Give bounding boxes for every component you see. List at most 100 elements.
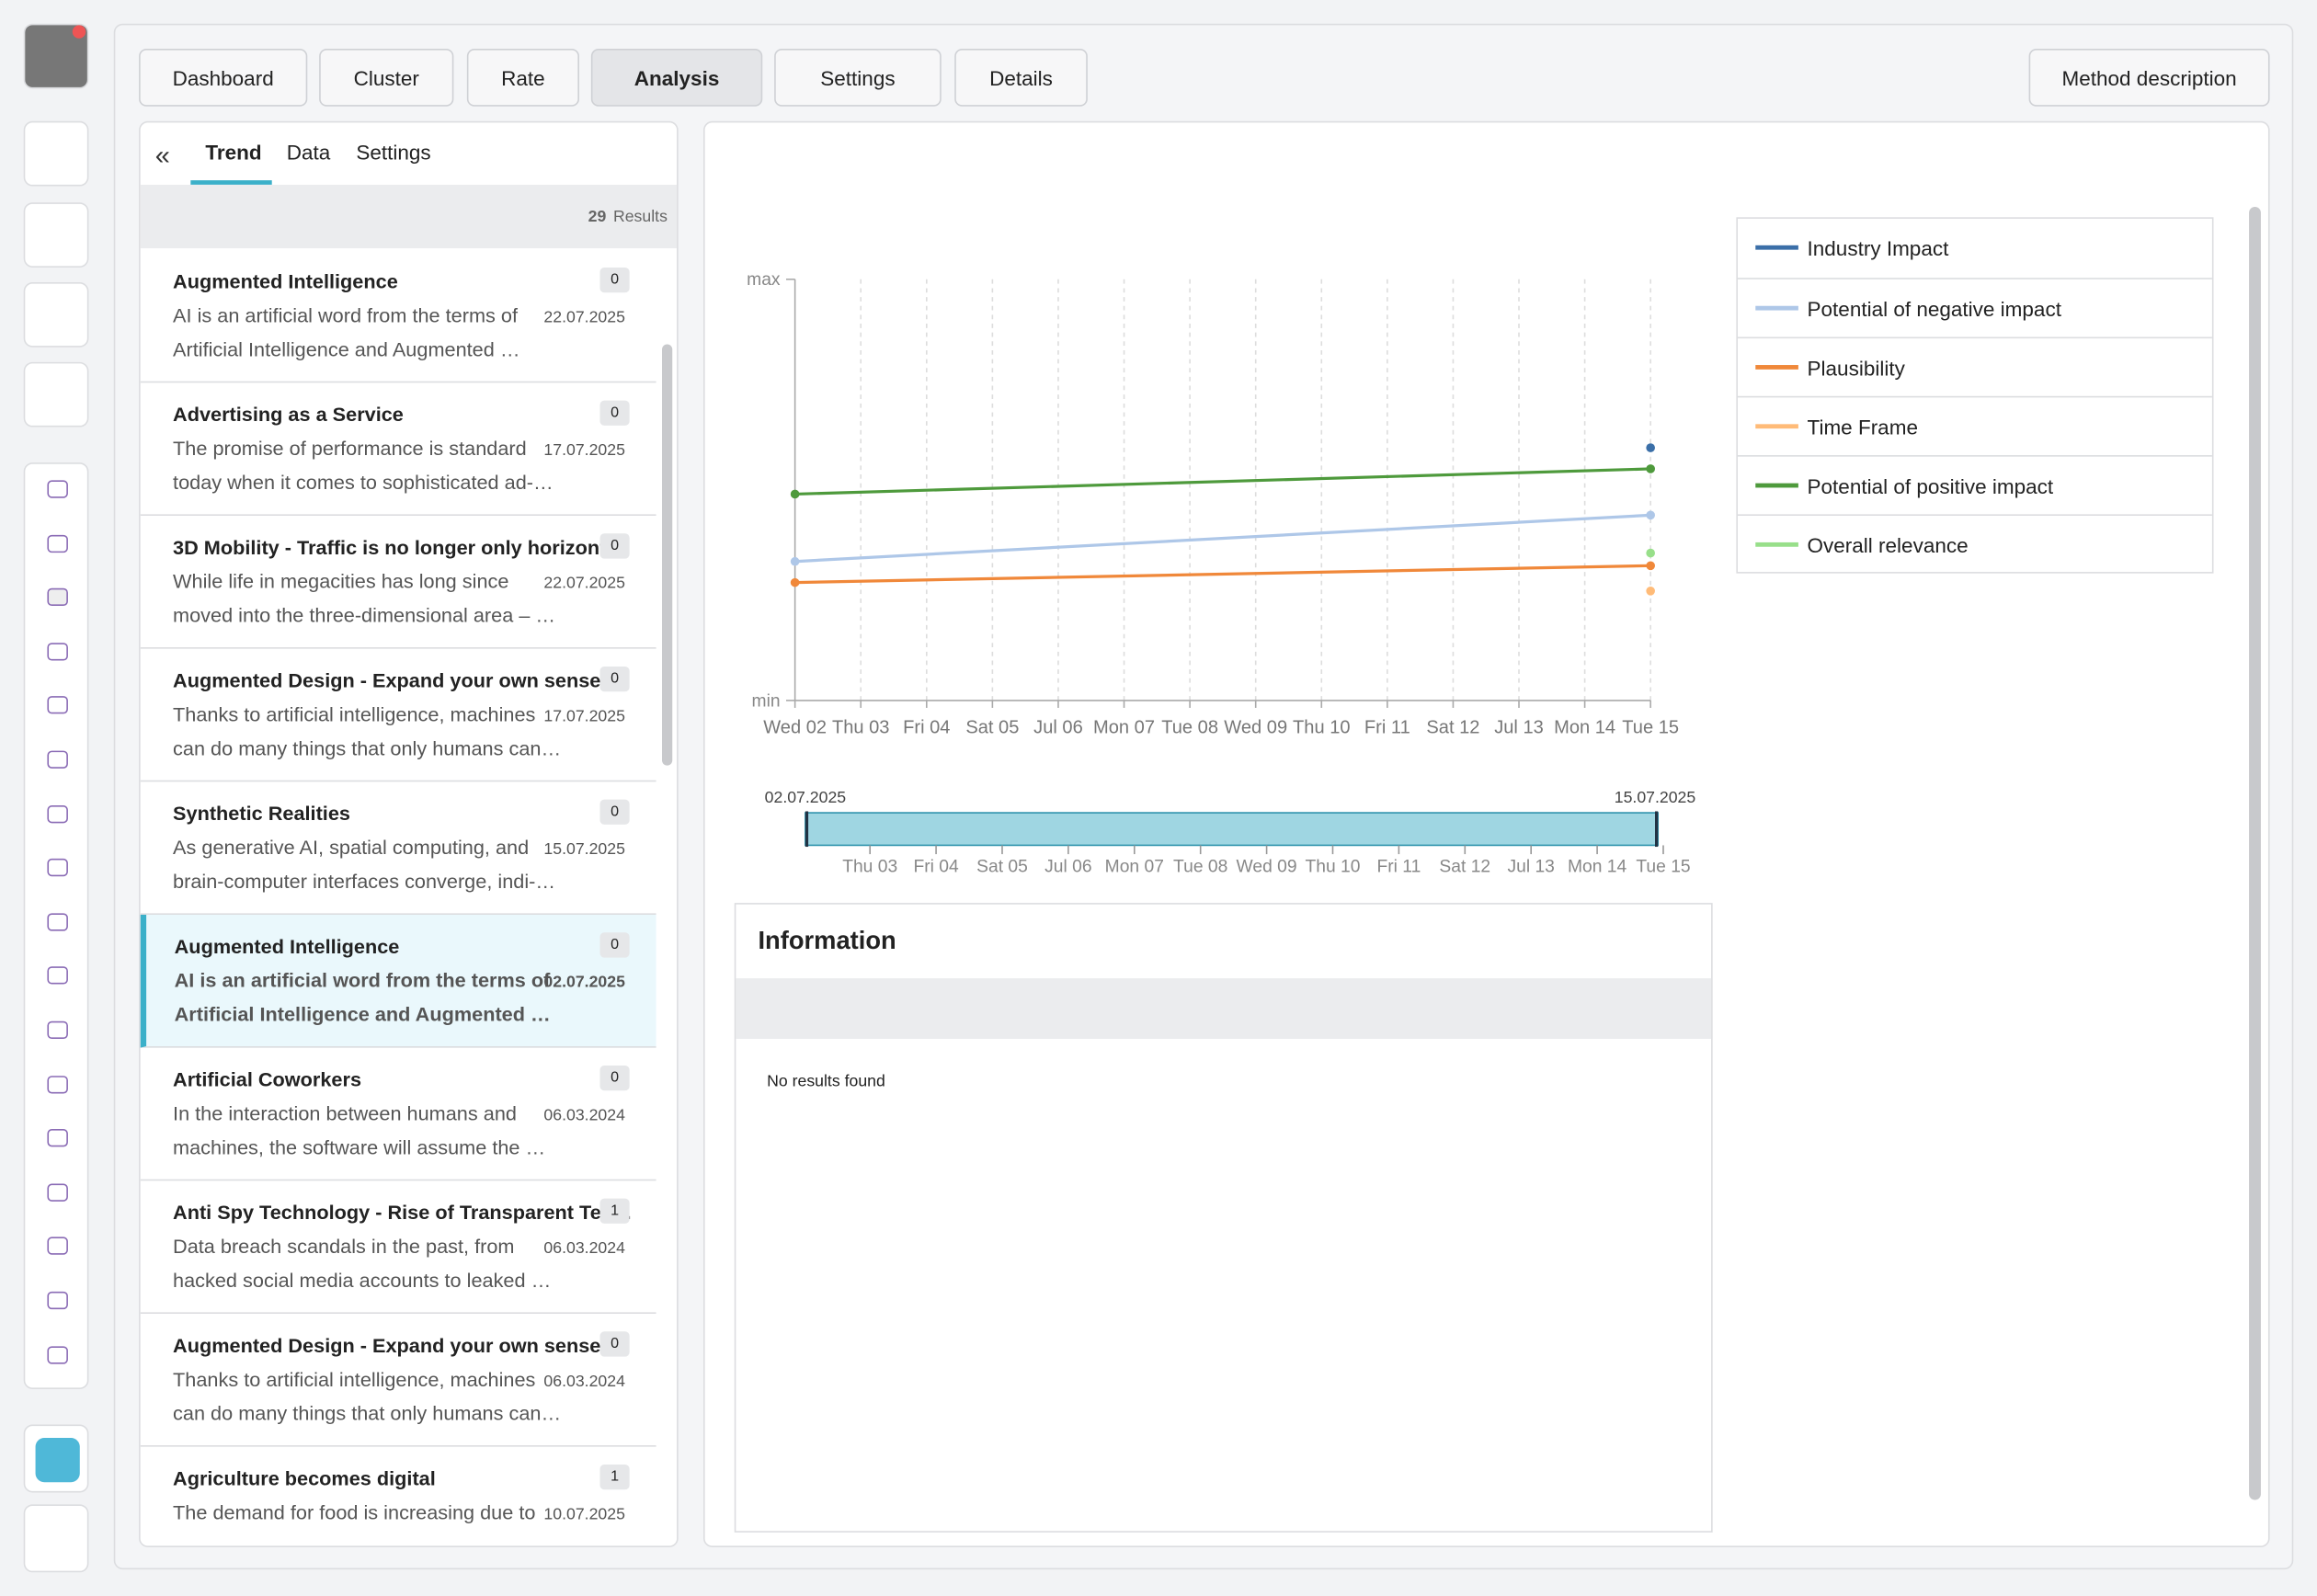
info-title: Information bbox=[758, 926, 896, 955]
item-title: Agriculture becomes digital bbox=[173, 1467, 436, 1490]
list-item[interactable]: Artificial Coworkers In the interaction b… bbox=[140, 1048, 656, 1181]
list-item[interactable]: Augmented Design - Expand your own sense… bbox=[140, 1314, 656, 1447]
tool-icon[interactable] bbox=[47, 1183, 68, 1202]
legend-item[interactable]: Potential of negative impact bbox=[1737, 278, 2212, 336]
list-item[interactable]: Agriculture becomes digital The demand fo… bbox=[141, 1447, 656, 1546]
legend-label: Industry Impact bbox=[1807, 236, 1949, 260]
add[interactable] bbox=[23, 282, 89, 348]
item-text: Data breach scandals in the past, from bbox=[173, 1235, 515, 1258]
list-item[interactable]: Anti Spy Technology - Rise of Transparen… bbox=[140, 1180, 656, 1314]
item-date: 17.07.2025 bbox=[543, 441, 625, 460]
nav-button[interactable]: Analysis bbox=[590, 49, 763, 107]
legend-item[interactable]: Industry Impact bbox=[1738, 219, 2212, 278]
legend-item[interactable]: Plausibility bbox=[1737, 336, 2212, 395]
item-count: 0 bbox=[599, 267, 630, 293]
legend-item[interactable]: Overall relevance bbox=[1737, 514, 2212, 573]
legend-swatch bbox=[1755, 542, 1798, 547]
tool-icon[interactable] bbox=[47, 1291, 68, 1310]
results-count: 29 bbox=[588, 208, 607, 226]
item-count: 0 bbox=[599, 666, 630, 692]
status[interactable] bbox=[23, 361, 89, 428]
tool-icon[interactable] bbox=[47, 534, 68, 553]
item-text: In the interaction between humans and bbox=[173, 1102, 517, 1125]
apps[interactable] bbox=[23, 202, 89, 268]
tool-icon[interactable] bbox=[47, 696, 68, 715]
item-text: Artificial Intelligence and Augmented … bbox=[174, 1003, 551, 1026]
tool-icon[interactable] bbox=[47, 966, 68, 986]
item-date: 15.07.2025 bbox=[543, 840, 625, 859]
tool-icon[interactable] bbox=[47, 1075, 68, 1093]
item-text: While life in megacities has long since bbox=[173, 570, 509, 593]
tool-icon[interactable] bbox=[47, 804, 68, 823]
item-title: Augmented Design - Expand your own sense… bbox=[173, 1334, 612, 1357]
tab-underline bbox=[190, 180, 272, 185]
item-text: AI is an artificial word from the terms … bbox=[174, 969, 551, 992]
tool-bar bbox=[23, 462, 89, 1389]
tool-icon[interactable] bbox=[47, 1020, 68, 1040]
info-empty: No results found bbox=[767, 1072, 885, 1091]
tool-icon[interactable] bbox=[47, 642, 68, 661]
item-text: The promise of performance is standard bbox=[173, 437, 527, 460]
item-title: Augmented Intelligence bbox=[173, 270, 398, 293]
list-item[interactable]: Advertising as a Service The promise of p… bbox=[140, 382, 656, 516]
list-scrollbar[interactable] bbox=[661, 344, 673, 766]
tool-icon[interactable] bbox=[47, 1237, 68, 1256]
nav-button[interactable]: Details bbox=[954, 49, 1088, 107]
information: Information No results found bbox=[734, 903, 1713, 1533]
tab[interactable]: Trend bbox=[205, 140, 262, 165]
tab[interactable]: Data bbox=[286, 140, 331, 165]
list-item[interactable]: Augmented Design - Expand your own sense… bbox=[140, 649, 656, 782]
item-title: Augmented Design - Expand your own sense… bbox=[173, 669, 612, 692]
tool-icon[interactable] bbox=[47, 859, 68, 877]
legend-label: Overall relevance bbox=[1807, 533, 1969, 557]
tool-icon[interactable] bbox=[47, 1345, 68, 1363]
tool-icon[interactable] bbox=[47, 1129, 68, 1147]
home[interactable] bbox=[23, 120, 89, 187]
list-item[interactable]: Synthetic Realities As generative AI, spa… bbox=[140, 781, 656, 915]
item-date: 06.03.2024 bbox=[543, 1373, 625, 1391]
method-button[interactable]: Method description bbox=[2028, 49, 2270, 107]
legend-item[interactable]: Time Frame bbox=[1737, 395, 2212, 455]
tab[interactable]: Settings bbox=[356, 140, 431, 165]
item-date: 06.03.2024 bbox=[543, 1239, 625, 1258]
collapse[interactable]: « bbox=[154, 140, 170, 170]
tool-icon[interactable] bbox=[47, 750, 68, 769]
nav-button[interactable]: Rate bbox=[466, 49, 579, 107]
item-count: 1 bbox=[599, 1198, 630, 1224]
tool-icon[interactable] bbox=[47, 913, 68, 931]
item-date: 06.03.2024 bbox=[543, 1106, 625, 1125]
legend-item[interactable]: Potential of positive impact bbox=[1737, 455, 2212, 514]
list-item[interactable]: 3D Mobility - Traffic is no longer only … bbox=[140, 516, 656, 649]
item-count: 0 bbox=[599, 799, 630, 825]
item-title: Anti Spy Technology - Rise of Transparen… bbox=[173, 1201, 633, 1224]
item-count: 1 bbox=[599, 1464, 630, 1490]
item-text: hacked social media accounts to leaked … bbox=[173, 1269, 552, 1292]
nav-button[interactable]: Settings bbox=[774, 49, 942, 107]
list-item[interactable]: Augmented Intelligence AI is an artificia… bbox=[140, 250, 656, 383]
item-title: 3D Mobility - Traffic is no longer only … bbox=[173, 536, 623, 559]
tool-icon[interactable] bbox=[47, 588, 68, 607]
nav-label: Cluster bbox=[353, 65, 419, 90]
nav-button[interactable]: Dashboard bbox=[139, 49, 308, 107]
notification-dot bbox=[72, 25, 86, 39]
nav-button[interactable]: Cluster bbox=[319, 49, 454, 107]
item-date: 10.07.2025 bbox=[543, 1505, 625, 1524]
item-text: Artificial Intelligence and Augmented … bbox=[173, 338, 520, 361]
item-title: Artificial Coworkers bbox=[173, 1068, 362, 1091]
info-toolbar bbox=[736, 978, 1712, 1040]
nav-label: Analysis bbox=[633, 65, 720, 90]
scrollbar[interactable] bbox=[2249, 207, 2261, 1500]
list-item[interactable]: Augmented Intelligence AI is an artificia… bbox=[140, 914, 656, 1048]
item-text: The demand for food is increasing due to bbox=[173, 1501, 536, 1524]
item-text: moved into the three-dimensional area – … bbox=[173, 604, 556, 627]
help[interactable] bbox=[23, 1424, 89, 1493]
item-count: 0 bbox=[599, 400, 630, 426]
item-text: As generative AI, spatial computing, and bbox=[173, 836, 530, 859]
nav-label: Settings bbox=[820, 65, 896, 90]
item-title: Synthetic Realities bbox=[173, 802, 350, 825]
tool-icon[interactable] bbox=[47, 480, 68, 498]
item-title: Augmented Intelligence bbox=[174, 935, 400, 958]
item-date: 22.07.2025 bbox=[543, 308, 625, 327]
